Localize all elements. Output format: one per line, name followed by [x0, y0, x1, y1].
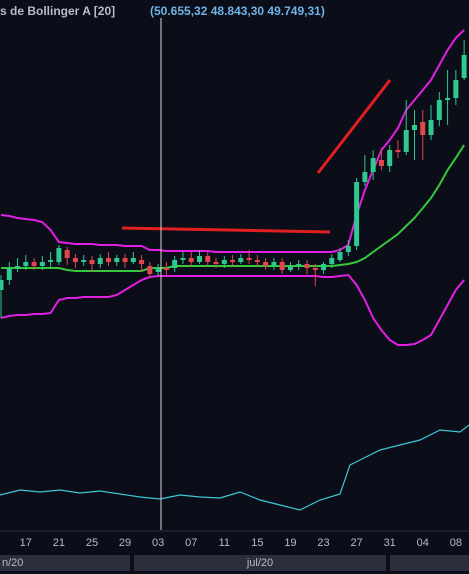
candle-body	[370, 158, 376, 172]
candle-body	[172, 260, 178, 268]
month-band	[390, 555, 469, 571]
candle-body	[337, 252, 343, 260]
indicator-line	[0, 424, 469, 511]
candle-body	[139, 260, 145, 264]
candle-body	[354, 182, 360, 246]
candle-body	[180, 258, 186, 260]
candle-body	[39, 262, 45, 266]
candle-body	[271, 262, 277, 266]
candle-body	[205, 256, 211, 262]
month-label: n/20	[2, 557, 23, 569]
candle-body	[97, 258, 103, 264]
plot-area	[0, 29, 467, 346]
x-tick-label: 11	[219, 537, 230, 549]
x-tick-label: 04	[417, 537, 429, 549]
candle-body	[403, 130, 409, 152]
candle-body	[287, 266, 293, 270]
candle-body	[304, 264, 310, 268]
candle-body	[387, 150, 393, 166]
candle-body	[312, 268, 318, 270]
x-tick-label: 21	[53, 537, 65, 549]
candle-body	[436, 100, 442, 120]
candle-body	[81, 260, 87, 262]
candle-body	[362, 172, 368, 182]
x-tick-label: 19	[284, 537, 296, 549]
candle-body	[395, 150, 401, 152]
x-tick-label: 17	[20, 537, 32, 549]
candle-body	[106, 258, 112, 262]
candle-body	[56, 248, 62, 262]
candle-body	[155, 268, 161, 272]
x-tick-label: 15	[251, 537, 263, 549]
band-line	[0, 273, 465, 346]
candle-body	[420, 122, 426, 135]
candle-body	[246, 258, 252, 260]
candle-body	[48, 260, 54, 262]
x-tick-label: 25	[86, 537, 98, 549]
candle-body	[453, 80, 459, 98]
candle-body	[213, 262, 219, 264]
x-tick-label: 08	[450, 537, 462, 549]
indicator-values: (50.655,32 48.843,30 49.749,31)	[150, 4, 325, 18]
candle-body	[221, 260, 227, 264]
candle-body	[130, 258, 136, 262]
candle-body	[378, 160, 384, 166]
candle-body	[31, 262, 37, 266]
x-tick-label: 23	[317, 537, 329, 549]
candle-body	[254, 260, 260, 262]
candle-body	[114, 258, 120, 262]
x-tick-label: 07	[185, 537, 197, 549]
candle-body	[329, 258, 335, 264]
candle-body	[163, 268, 169, 270]
candle-body	[147, 266, 153, 274]
candle-body	[122, 258, 128, 262]
candle-body	[23, 262, 29, 266]
candle-body	[15, 266, 21, 268]
candle-body	[296, 264, 302, 266]
candle-body	[238, 258, 244, 262]
candle-body	[263, 262, 269, 266]
month-band	[134, 555, 386, 571]
candle-body	[196, 256, 202, 262]
candle-body	[321, 264, 327, 270]
x-tick-label: 03	[152, 537, 164, 549]
trend-line	[121, 226, 331, 234]
indicator-title: s de Bollinger A [20]	[0, 4, 115, 18]
band-line	[0, 29, 465, 253]
month-label: jul/20	[246, 557, 273, 569]
candle-body	[461, 55, 467, 78]
candle-body	[428, 120, 434, 135]
candle-body	[230, 260, 236, 262]
x-tick-label: 29	[119, 537, 131, 549]
trend-line	[316, 79, 392, 174]
x-tick-label: 31	[384, 537, 396, 549]
candle-body	[64, 250, 70, 258]
candle-body	[279, 262, 285, 270]
candle-body	[72, 258, 78, 262]
candle-body	[6, 268, 12, 280]
candle-body	[89, 260, 95, 264]
candle-body	[445, 98, 451, 100]
x-tick-label: 27	[350, 537, 362, 549]
candle-body	[0, 280, 4, 290]
month-band	[0, 555, 130, 571]
candle-body	[345, 246, 351, 252]
candle-body	[188, 258, 194, 262]
candle-body	[412, 125, 417, 130]
